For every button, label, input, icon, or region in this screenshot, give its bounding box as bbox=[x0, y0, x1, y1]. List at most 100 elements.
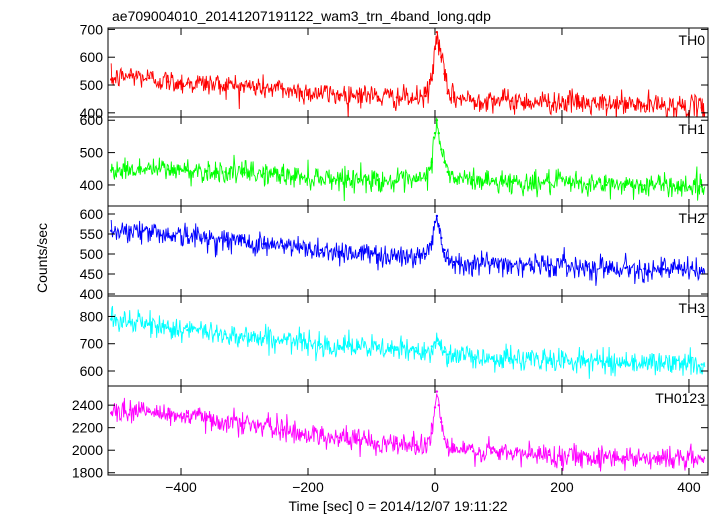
data-point-th0123-3 bbox=[167, 413, 170, 416]
y-tick-label: 500 bbox=[80, 77, 104, 93]
series-trace-th3 bbox=[110, 305, 706, 379]
data-point-th0123-33 bbox=[605, 455, 608, 458]
data-point-th0-23 bbox=[443, 72, 446, 76]
data-point-th0-2 bbox=[148, 76, 151, 80]
y-tick-label: 400 bbox=[80, 286, 104, 302]
data-point-th1-11 bbox=[319, 176, 322, 179]
data-point-th2-15 bbox=[395, 254, 399, 258]
data-point-th1-7 bbox=[243, 171, 246, 174]
data-point-th3-30 bbox=[548, 358, 551, 362]
data-point-th2-19 bbox=[433, 220, 437, 224]
data-point-th2-33 bbox=[605, 266, 608, 269]
data-point-th0123-7 bbox=[243, 422, 246, 425]
series-trace-th0123 bbox=[110, 393, 706, 472]
data-point-th0-11 bbox=[319, 92, 322, 95]
data-point-th3-35 bbox=[643, 361, 646, 364]
data-point-th0-0 bbox=[110, 78, 113, 81]
data-point-th0-18 bbox=[430, 78, 433, 81]
panel-label-th0123: TH0123 bbox=[655, 390, 705, 406]
data-point-th2-17 bbox=[424, 252, 427, 256]
data-point-th0-38 bbox=[700, 106, 703, 110]
data-point-th3-33 bbox=[605, 360, 608, 363]
data-point-th0-29 bbox=[529, 100, 532, 103]
data-point-th0123-31 bbox=[567, 454, 570, 457]
data-point-th0-13 bbox=[357, 92, 360, 96]
y-tick-label: 2000 bbox=[72, 442, 103, 458]
data-point-th1-3 bbox=[167, 168, 170, 171]
data-point-th0-21 bbox=[437, 42, 440, 45]
panel-th0: 400 500 600 700 TH0 bbox=[80, 21, 709, 121]
data-point-th2-7 bbox=[243, 240, 246, 244]
data-point-th2-37 bbox=[681, 268, 684, 272]
panel-th1: 400 500 600 TH1 bbox=[80, 112, 709, 207]
data-point-th0-34 bbox=[624, 102, 627, 106]
data-point-th0123-34 bbox=[624, 456, 627, 459]
data-point-th2-38 bbox=[700, 269, 703, 272]
data-point-th3-6 bbox=[224, 333, 227, 336]
panel-frame bbox=[107, 205, 709, 297]
data-point-th1-32 bbox=[586, 183, 589, 186]
data-point-th1-17 bbox=[424, 177, 427, 180]
data-point-th1-38 bbox=[700, 185, 703, 188]
data-point-th0-1 bbox=[129, 74, 132, 77]
data-point-th1-27 bbox=[490, 179, 494, 183]
data-point-th0123-14 bbox=[376, 440, 379, 443]
panel-label-th3: TH3 bbox=[679, 300, 706, 316]
data-point-th1-9 bbox=[281, 174, 284, 177]
data-point-th0123-16 bbox=[414, 443, 418, 447]
data-point-th0-8 bbox=[262, 86, 265, 90]
data-point-th0-5 bbox=[205, 82, 208, 85]
data-point-th1-1 bbox=[129, 168, 132, 171]
data-point-th0123-12 bbox=[338, 436, 341, 439]
y-tick-label: 500 bbox=[80, 246, 104, 262]
data-point-th1-35 bbox=[643, 184, 646, 187]
data-point-th3-18 bbox=[430, 345, 433, 348]
x-tick-label: −400 bbox=[165, 479, 197, 495]
data-point-th2-16 bbox=[414, 256, 418, 259]
data-point-th0123-27 bbox=[490, 451, 494, 454]
data-point-th3-12 bbox=[338, 344, 341, 348]
data-point-th0-27 bbox=[490, 97, 494, 101]
data-point-th0123-26 bbox=[471, 450, 475, 453]
data-point-th0123-36 bbox=[662, 456, 665, 460]
x-tick-label: 200 bbox=[550, 479, 574, 495]
data-point-th3-24 bbox=[446, 353, 449, 356]
data-point-th3-5 bbox=[205, 331, 208, 334]
data-point-th1-5 bbox=[205, 169, 208, 173]
data-point-th1-25 bbox=[452, 177, 456, 180]
data-point-th0123-35 bbox=[643, 456, 646, 459]
data-point-th3-7 bbox=[243, 334, 246, 338]
x-axis-label: Time [sec] 0 = 2014/12/07 19:11:22 bbox=[288, 498, 507, 514]
data-point-th3-13 bbox=[357, 345, 360, 349]
data-point-th2-29 bbox=[529, 263, 532, 266]
data-point-th3-14 bbox=[376, 347, 379, 350]
data-point-th2-20 bbox=[435, 214, 439, 218]
y-tick-label: 2200 bbox=[72, 420, 103, 436]
data-point-th0123-4 bbox=[186, 415, 189, 418]
data-point-th3-2 bbox=[148, 323, 151, 326]
series-trace-th0 bbox=[110, 32, 706, 117]
data-point-th0-30 bbox=[548, 101, 551, 104]
data-point-th3-25 bbox=[452, 354, 456, 358]
data-point-th2-35 bbox=[643, 267, 646, 270]
data-point-th0-12 bbox=[338, 93, 341, 97]
data-point-th2-12 bbox=[338, 250, 341, 254]
data-point-th3-23 bbox=[443, 350, 446, 354]
data-point-th2-10 bbox=[300, 246, 303, 250]
y-tick-label: 700 bbox=[80, 21, 104, 37]
y-tick-label: 1800 bbox=[72, 465, 103, 481]
y-tick-label: 450 bbox=[80, 266, 104, 282]
data-point-th0-33 bbox=[605, 103, 608, 107]
data-point-th0-32 bbox=[586, 102, 589, 106]
data-point-th0-36 bbox=[662, 103, 665, 107]
data-point-th2-5 bbox=[205, 236, 208, 240]
panel-th2: 400 450 500 550 600 TH2 bbox=[80, 205, 709, 302]
y-tick-label: 600 bbox=[80, 206, 104, 222]
y-tick-label: 400 bbox=[80, 105, 104, 121]
data-point-th0-10 bbox=[300, 90, 303, 94]
data-point-th0123-5 bbox=[205, 417, 208, 420]
panel-label-th1: TH1 bbox=[679, 121, 706, 137]
data-point-th2-3 bbox=[167, 232, 170, 236]
chart-title: ae709004010_20141207191122_wam3_trn_4ban… bbox=[112, 8, 491, 24]
